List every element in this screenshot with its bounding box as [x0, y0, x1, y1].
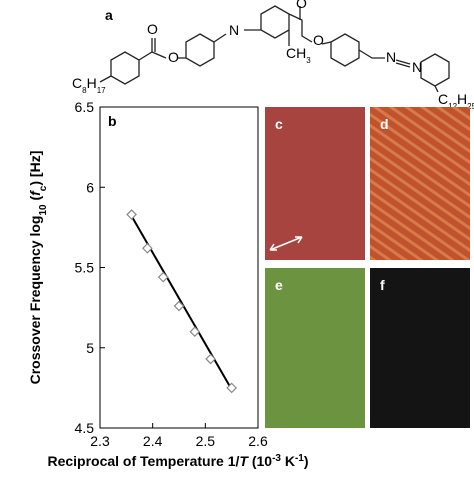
- label-part: f: [27, 190, 43, 196]
- x-tick-label: 2.6: [248, 433, 268, 449]
- micrograph: [265, 107, 365, 260]
- atom-text: O: [296, 0, 307, 11]
- micrographs: c d e f: [265, 107, 470, 428]
- y-tick-label: 6.5: [75, 99, 95, 115]
- panel-label: d: [380, 116, 389, 132]
- panel-label: a: [105, 7, 113, 23]
- label-part: -3: [272, 453, 281, 464]
- atom-text: CH: [286, 45, 306, 61]
- micrograph: [370, 268, 470, 428]
- label-part: -1: [295, 453, 304, 464]
- micrograph: [370, 107, 470, 260]
- plot: 2.3 2.4 2.5 2.6 4.5 5 5.5 6 6.5 Reciprocal of Tem…: [27, 99, 309, 469]
- atom-text: 8: [82, 86, 87, 95]
- y-axis-label: Crossover Frequency log10 (fc) [Hz]: [27, 151, 49, 385]
- atom-text: N: [412, 59, 422, 75]
- atom-label: N: [386, 49, 396, 65]
- data-point: [142, 242, 153, 254]
- y-tick-label: 4.5: [75, 420, 95, 436]
- atom-label: CH3: [286, 45, 311, 65]
- data-point: [173, 300, 185, 312]
- panel-label: b: [108, 113, 117, 129]
- atom-label: O: [168, 49, 179, 65]
- label-part: K: [281, 453, 295, 469]
- atom-text: 25: [467, 102, 474, 111]
- x-tick-label: 2.4: [143, 433, 163, 449]
- data-point: [189, 326, 201, 338]
- data-point: [157, 271, 169, 283]
- label-part: Crossover Frequency log: [27, 216, 43, 385]
- atom-text: C: [72, 75, 82, 91]
- atom-text: C: [438, 91, 448, 107]
- atom-label: C8H17: [72, 75, 106, 95]
- atom-text: O: [313, 32, 324, 48]
- label-part: Reciprocal of Temperature 1/: [47, 453, 239, 469]
- atom-text: N: [229, 22, 239, 38]
- label-part: ) [Hz]: [27, 151, 43, 186]
- label-part: (10: [248, 453, 272, 469]
- y-tick-label: 6: [86, 179, 94, 195]
- data-point: [226, 382, 238, 394]
- panel-label: c: [275, 116, 283, 132]
- atom-text: 12: [448, 102, 457, 111]
- label-part: ): [304, 453, 309, 469]
- y-tick-label: 5.5: [75, 260, 95, 276]
- label-part: c: [38, 185, 49, 191]
- atom-text: N: [386, 49, 396, 65]
- atom-text: 17: [97, 86, 106, 95]
- atom-label: N: [229, 22, 239, 38]
- atom-label: O: [313, 32, 324, 48]
- atom-label: O: [296, 0, 307, 11]
- y-tick-label: 5: [86, 340, 94, 356]
- atom-label: C12H25: [438, 91, 474, 111]
- label-part: (: [27, 196, 43, 205]
- x-axis-label: Reciprocal of Temperature 1/T (10-3 K-1): [47, 453, 308, 470]
- molecule-structure: [99, 5, 450, 93]
- atom-text: O: [147, 21, 158, 37]
- micrograph: [265, 268, 365, 428]
- x-tick-label: 2.3: [90, 433, 110, 449]
- atom-text: H: [457, 91, 467, 107]
- x-tick-label: 2.5: [196, 433, 216, 449]
- atom-text: 3: [306, 56, 311, 65]
- atom-text: H: [87, 75, 97, 91]
- label-part: T: [239, 453, 249, 469]
- fit-line: [130, 215, 233, 390]
- data-point: [126, 209, 137, 220]
- data-point: [205, 353, 216, 365]
- polarizer-arrow: [269, 236, 303, 251]
- atom-text: O: [168, 49, 179, 65]
- panel-label: f: [380, 277, 385, 293]
- panel-label: e: [275, 277, 283, 293]
- label-part: 10: [38, 204, 49, 216]
- atom-label: O: [147, 21, 158, 37]
- atom-label: N: [412, 59, 422, 75]
- plot-frame: [99, 106, 259, 429]
